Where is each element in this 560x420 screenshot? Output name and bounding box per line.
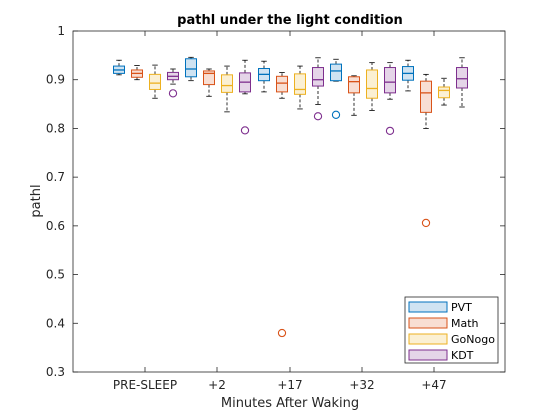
box-math <box>420 80 432 113</box>
outlier-point <box>421 218 431 228</box>
box-kdt <box>456 67 468 89</box>
x-axis-label: Minutes After Waking <box>221 396 359 411</box>
y-tick-label: 0.7 <box>46 170 65 184</box>
outlier-point <box>240 126 250 135</box>
y-tick-label: 0.9 <box>46 73 65 87</box>
x-tick-label: +2 <box>208 378 226 392</box>
box-kdt <box>384 67 396 94</box>
legend-swatch-pvt <box>408 301 448 313</box>
box-math <box>203 70 215 86</box>
x-tick-label: +32 <box>349 378 374 392</box>
y-tick-label: 0.5 <box>46 268 65 282</box>
legend-label-gonogo: GoNogo <box>451 333 495 346</box>
x-tick-label: PRE-SLEEP <box>113 378 177 392</box>
y-tick-label: 1 <box>57 24 65 38</box>
outlier-point <box>277 328 287 338</box>
box-gonogo <box>366 69 378 99</box>
outlier-point <box>331 110 341 119</box>
box-pvt <box>330 63 342 82</box>
box-math <box>276 75 288 93</box>
outlier-point <box>313 112 323 121</box>
legend-label-math: Math <box>451 317 479 330</box>
outlier-point <box>168 89 178 98</box>
box-gonogo <box>221 74 233 93</box>
box-pvt <box>185 58 197 78</box>
x-tick-label: +17 <box>277 378 302 392</box>
axes-frame <box>72 30 506 373</box>
legend-label-pvt: PVT <box>451 301 472 314</box>
box-gonogo <box>149 73 161 90</box>
outlier-point <box>385 126 395 136</box>
legend-swatch-kdt <box>408 349 448 361</box>
legend-swatch-math <box>408 317 448 329</box>
box-math <box>348 76 360 94</box>
box-gonogo <box>438 86 450 99</box>
box-gonogo <box>294 73 306 95</box>
box-kdt <box>312 67 324 87</box>
y-tick-label: 0.8 <box>46 121 65 135</box>
y-axis-label: pathl <box>29 184 44 217</box>
y-tick-label: 0.6 <box>46 219 65 233</box>
legend-swatch-gonogo <box>408 333 448 345</box>
x-tick-label: +47 <box>421 378 446 392</box>
chart-title: pathl under the light condition <box>177 13 403 28</box>
y-tick-label: 0.3 <box>46 365 65 379</box>
y-tick-label: 0.4 <box>46 316 65 330</box>
legend-label-kdt: KDT <box>451 349 474 362</box>
